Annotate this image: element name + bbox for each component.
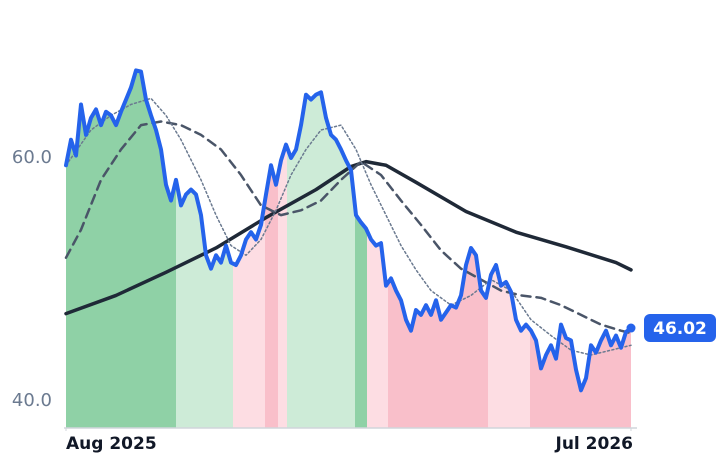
moving-average <box>64 120 633 335</box>
plot: 40.0 60.0 Aug 2025 Jul 2026 46.02 <box>12 68 716 454</box>
regions <box>66 70 631 428</box>
x-tick-label: Jul 2026 <box>555 434 634 454</box>
region <box>66 70 176 428</box>
x-tick-label: Aug 2025 <box>66 434 157 454</box>
region <box>530 70 631 428</box>
moving-average <box>65 97 632 356</box>
price-line <box>64 68 633 393</box>
region <box>355 70 367 428</box>
last-value-badge <box>644 314 716 343</box>
moving-average <box>64 159 633 316</box>
last-value-label: 46.02 <box>653 319 707 339</box>
region <box>278 70 287 428</box>
y-tick-label: 60.0 <box>12 147 52 168</box>
region <box>388 70 488 428</box>
y-tick-label: 40.0 <box>12 390 52 411</box>
region <box>265 70 278 428</box>
last-point <box>626 323 636 333</box>
